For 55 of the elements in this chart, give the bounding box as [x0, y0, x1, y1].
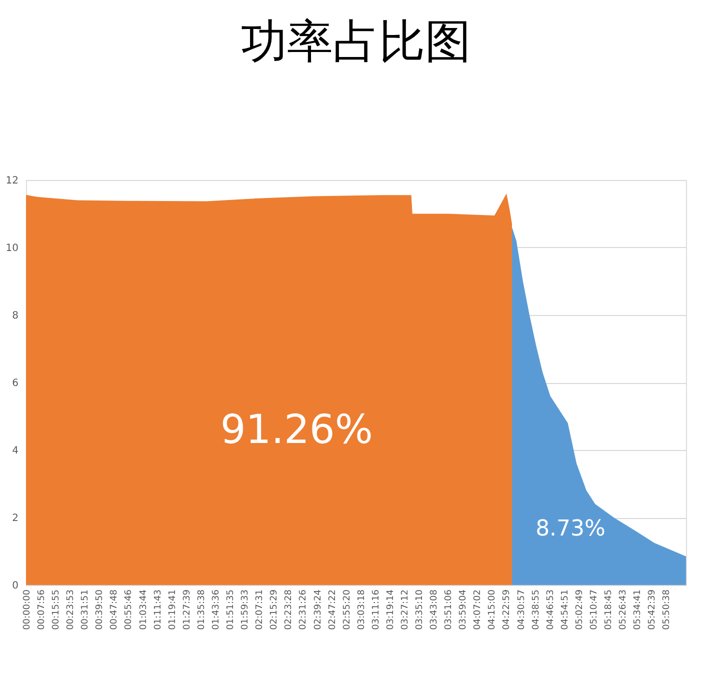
x-tick-label: 03:35:10: [415, 589, 426, 630]
x-tick-label: 03:27:12: [400, 590, 410, 630]
x-tick-label: 04:46:53: [546, 590, 556, 630]
y-tick-label: 12: [6, 176, 18, 186]
x-tick-label: 00:39:50: [95, 589, 106, 630]
x-tick-label: 02:39:24: [313, 589, 324, 630]
x-tick-label: 05:34:41: [633, 590, 644, 630]
y-tick-label: 8: [12, 310, 18, 322]
x-tick-label: 03:51:06: [444, 589, 454, 630]
x-tick-label: 01:51:35: [226, 590, 236, 630]
x-tick-label: 00:47:48: [110, 589, 120, 630]
y-tick-label: 2: [12, 513, 18, 524]
annotation: 91.26%: [220, 407, 373, 454]
x-tick-label: 01:59:33: [240, 590, 251, 630]
y-tick-label: 4: [12, 446, 18, 456]
x-tick-label: 05:42:39: [648, 589, 658, 630]
x-tick-label: 02:07:31: [255, 590, 266, 630]
x-tick-label: 01:03:44: [138, 589, 149, 630]
x-tick-label: 01:43:36: [211, 589, 222, 630]
x-tick-label: 00:00:00: [22, 589, 32, 630]
x-tick-label: 05:50:38: [662, 589, 672, 630]
x-tick-label: 02:23:28: [284, 589, 294, 630]
x-tick-label: 05:26:43: [618, 590, 629, 630]
x-tick-label: 04:30:57: [516, 590, 527, 630]
x-tick-label: 00:23:53: [66, 590, 76, 630]
x-tick-label: 04:38:55: [531, 590, 542, 630]
x-tick-label: 04:15:00: [488, 589, 498, 630]
x-tick-label: 03:59:04: [458, 589, 469, 630]
x-tick-label: 05:02:49: [574, 589, 585, 630]
x-tick-label: 04:07:02: [473, 590, 484, 630]
y-tick-label: 10: [6, 243, 18, 254]
x-tick-label: 05:18:45: [604, 590, 614, 630]
x-tick-label: 00:31:51: [80, 590, 91, 630]
x-tick-label: 00:15:55: [52, 590, 62, 630]
x-tick-label: 02:31:26: [298, 589, 309, 630]
x-tick-label: 03:43:08: [430, 589, 440, 630]
x-tick-label: 02:47:22: [328, 590, 338, 630]
x-tick-label: 02:55:20: [342, 589, 352, 630]
y-tick-label: 6: [12, 378, 18, 389]
x-tick-label: 03:03:18: [356, 589, 367, 630]
x-tick-label: 03:19:14: [386, 589, 396, 630]
x-tick-label: 01:11:43: [153, 590, 164, 630]
x-tick-label: 01:27:39: [182, 589, 192, 630]
x-tick-label: 03:11:16: [371, 589, 382, 630]
annotation: 8.73%: [536, 516, 606, 542]
x-tick-label: 05:10:47: [589, 590, 600, 630]
x-tick-label: 04:22:59: [502, 589, 512, 630]
x-tick-label: 01:19:41: [168, 590, 178, 630]
x-tick-label: 00:55:46: [124, 589, 134, 630]
x-tick-label: 02:15:29: [270, 589, 280, 630]
chart-title: 功率占比图: [241, 14, 471, 68]
x-tick-label: 04:54:51: [560, 590, 570, 630]
x-tick-label: 00:07:56: [36, 589, 47, 630]
y-tick-label: 0: [12, 580, 18, 592]
x-tick-label: 01:35:38: [196, 589, 207, 630]
